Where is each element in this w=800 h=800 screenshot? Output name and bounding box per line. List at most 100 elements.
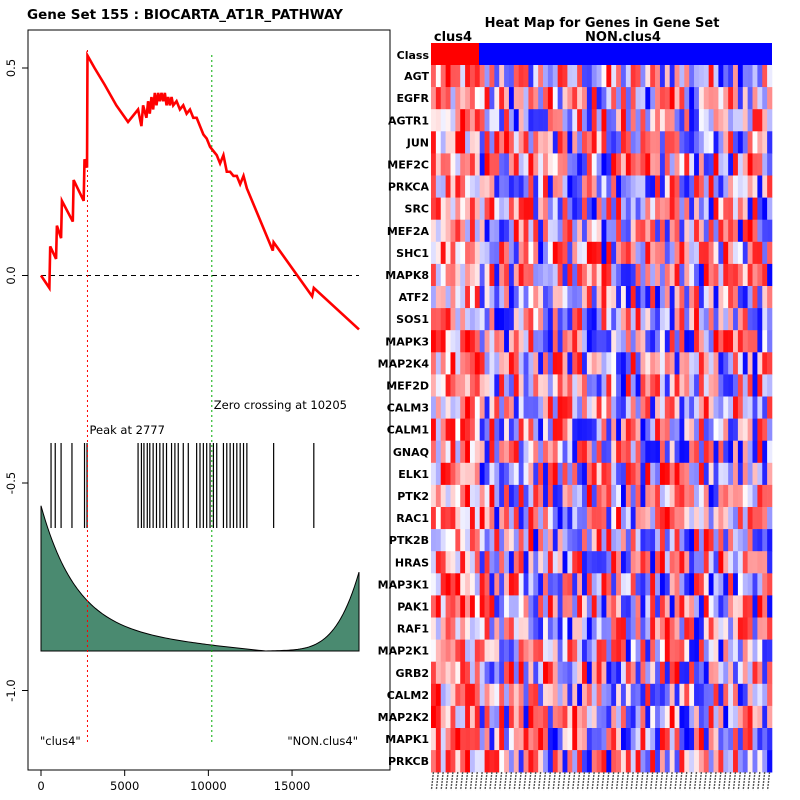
sample-tick — [567, 771, 571, 791]
heatmap-cell — [723, 352, 729, 375]
heatmap-cell — [698, 728, 705, 751]
y-tick-label: 0.5 — [4, 59, 18, 77]
heatmap-cell — [533, 109, 539, 132]
heatmap-cell — [435, 197, 442, 220]
gene-label: ELK1 — [398, 468, 429, 481]
heatmap-cell — [606, 87, 612, 110]
heatmap-cell — [713, 418, 719, 441]
heatmap-cell — [465, 374, 471, 397]
heatmap-cell — [499, 219, 505, 243]
heatmap-cell — [547, 551, 554, 574]
heatmap-cell — [616, 87, 622, 110]
heatmap-cell — [479, 308, 485, 331]
heatmap-cell — [742, 728, 748, 751]
heatmap-cell — [557, 529, 563, 552]
heatmap-cell — [450, 65, 456, 88]
heatmap-cell — [596, 705, 602, 729]
heatmap-cell — [538, 639, 544, 662]
heatmap-cell — [547, 529, 554, 552]
heatmap-cell — [747, 728, 753, 751]
heatmap-cell — [689, 396, 695, 419]
heatmap-cell — [508, 352, 515, 375]
heatmap-cell — [552, 352, 558, 375]
heatmap-cell — [689, 683, 695, 707]
heatmap-cell — [469, 507, 476, 530]
heatmap-cell — [440, 595, 446, 618]
sample-tick — [576, 771, 581, 791]
heatmap-cell — [484, 241, 490, 265]
heatmap-cell — [640, 175, 646, 198]
sample-tick — [440, 771, 444, 791]
heatmap-cell — [742, 683, 748, 707]
heatmap-cell — [479, 595, 485, 618]
heatmap-cell — [499, 263, 505, 287]
heatmap-cell — [659, 131, 666, 154]
heatmap-cell — [508, 551, 515, 574]
heatmap-cell — [713, 175, 719, 198]
heatmap-cell — [630, 551, 636, 574]
heatmap-cell — [552, 396, 558, 419]
heatmap-cell — [518, 65, 524, 88]
sample-tick — [669, 771, 673, 791]
heatmap-cell — [533, 573, 539, 596]
heatmap-cell — [557, 440, 563, 464]
heatmap-cell — [543, 617, 549, 640]
heatmap-cell — [552, 175, 558, 198]
heatmap-cell — [694, 286, 700, 309]
heatmap-cell — [655, 617, 661, 640]
heatmap-cell — [494, 153, 500, 176]
heatmap-cell — [689, 595, 695, 618]
heatmap-cell — [767, 263, 773, 287]
gene-label: MAPK8 — [385, 269, 429, 282]
heatmap-cell — [679, 573, 685, 596]
heatmap-cell — [752, 462, 758, 486]
heatmap-cell — [474, 705, 481, 729]
heatmap-cell — [728, 241, 734, 265]
heatmap-cell — [737, 219, 744, 243]
heatmap-cell — [591, 396, 597, 419]
heatmap-cell — [713, 330, 719, 353]
heatmap-cell — [431, 728, 437, 751]
heatmap-cell — [684, 661, 690, 685]
heatmap-cell — [547, 263, 554, 287]
heatmap-cell — [640, 462, 646, 486]
heatmap-cell — [757, 529, 763, 552]
heatmap-cell — [645, 595, 651, 618]
heatmap-cell — [567, 617, 573, 640]
heatmap-cell — [577, 728, 583, 751]
heatmap-cell — [533, 617, 539, 640]
heatmap-cell — [469, 728, 476, 751]
heatmap-cell — [694, 352, 700, 375]
heatmap-cell — [650, 263, 656, 287]
heatmap-cell — [474, 551, 481, 574]
heatmap-cell — [474, 418, 481, 441]
heatmap-cell — [469, 750, 476, 773]
heatmap-cell — [640, 705, 646, 729]
heatmap-cell — [523, 683, 529, 707]
gene-heatmap: Heat Map for Genes in Gene Set clus4 NON… — [378, 16, 773, 791]
heatmap-cell — [440, 65, 446, 88]
heatmap-cell — [659, 418, 666, 441]
heatmap-cell — [733, 374, 739, 397]
heatmap-cell — [767, 153, 773, 176]
heatmap-cell — [533, 551, 539, 574]
heatmap-cell — [708, 308, 714, 331]
heatmap-cell — [650, 330, 656, 353]
heatmap-cell — [723, 65, 729, 88]
heatmap-cell — [645, 65, 651, 88]
heatmap-cell — [591, 263, 597, 287]
sample-tick — [591, 771, 595, 791]
heatmap-cell — [742, 529, 748, 552]
heatmap-cell — [757, 639, 763, 662]
heatmap-cell — [694, 683, 700, 707]
heatmap-cell — [489, 131, 495, 154]
sample-tick — [649, 771, 654, 791]
sample-tick — [620, 771, 625, 791]
heatmap-cell — [543, 330, 549, 353]
heatmap-cell — [694, 484, 700, 508]
heatmap-cell — [596, 263, 602, 287]
heatmap-cell — [630, 330, 636, 353]
heatmap-cell — [752, 87, 758, 110]
heatmap-cell — [606, 308, 612, 331]
heatmap-cell — [479, 617, 485, 640]
